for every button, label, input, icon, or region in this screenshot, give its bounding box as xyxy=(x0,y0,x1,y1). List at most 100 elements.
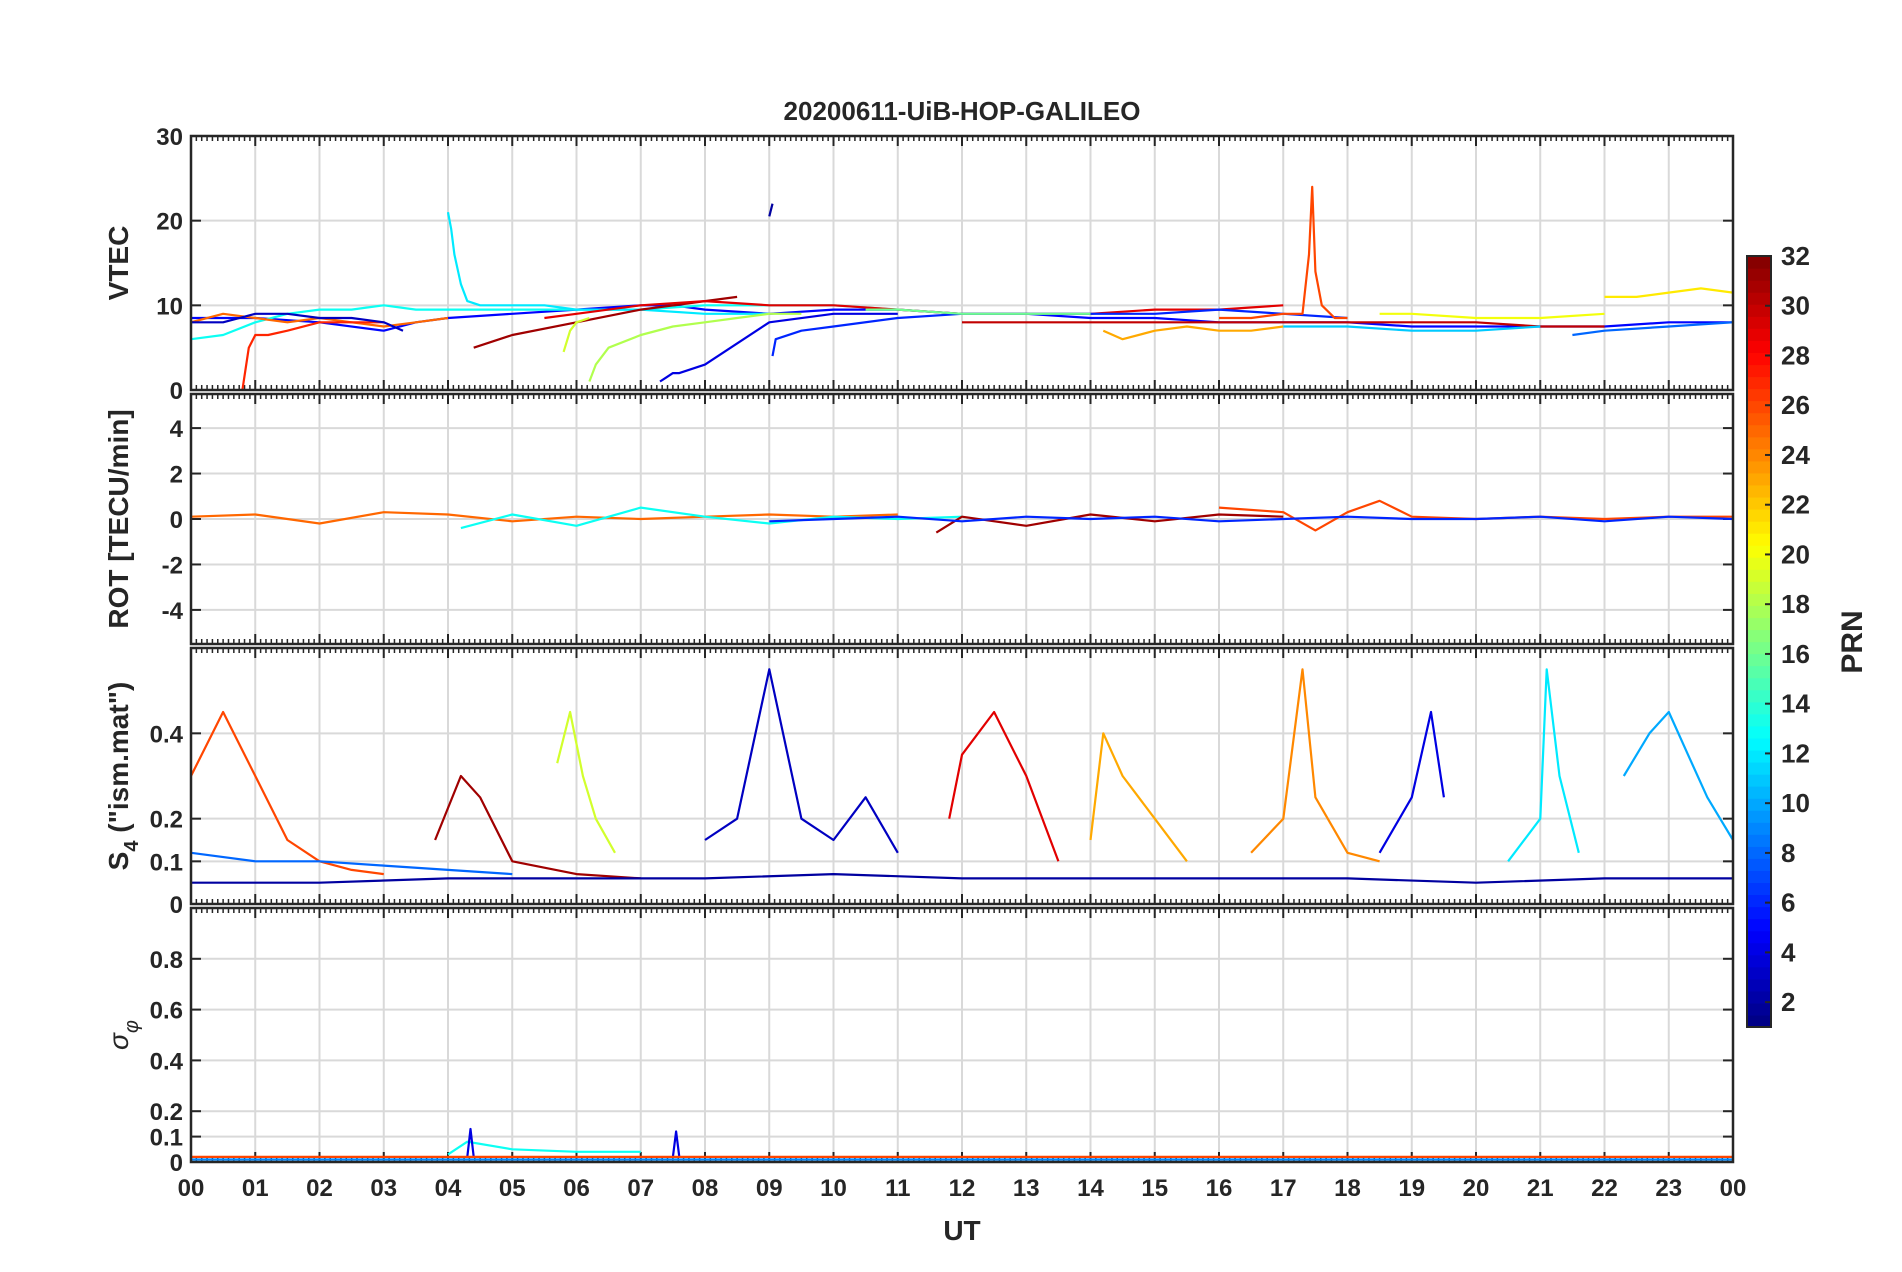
series-line-prn-27 xyxy=(241,321,384,390)
series-line-prn-11 xyxy=(1283,325,1541,332)
colorbar-swatch xyxy=(1747,942,1771,956)
colorbar-swatch xyxy=(1747,689,1771,703)
series-group xyxy=(191,185,1733,390)
colorbar-swatch xyxy=(1747,858,1771,871)
x-tick-label: 00 xyxy=(178,1175,205,1202)
series-line-prn-26 xyxy=(1219,185,1348,320)
colorbar-swatch xyxy=(1747,581,1771,594)
colorbar-swatch xyxy=(1747,918,1771,932)
colorbar-swatch xyxy=(1747,460,1771,474)
y-tick-label: 20 xyxy=(156,209,183,236)
y-tick-label: -2 xyxy=(162,552,183,579)
colorbar-tick-label: 12 xyxy=(1781,738,1810,768)
colorbar-swatch xyxy=(1747,653,1771,667)
colorbar-swatch xyxy=(1747,388,1771,402)
colorbar-swatch xyxy=(1747,484,1771,498)
x-tick-label: 23 xyxy=(1655,1175,1682,1202)
series-line-prn-13 xyxy=(191,304,898,341)
colorbar-swatch xyxy=(1747,472,1771,486)
y-tick-label: 0 xyxy=(170,1150,183,1177)
series-line-prn-20 xyxy=(1379,312,1605,320)
series-group xyxy=(191,1127,1733,1161)
colorbar-swatch xyxy=(1747,316,1771,329)
x-tick-label: 19 xyxy=(1398,1175,1425,1202)
x-tick-label: 00 xyxy=(1720,1175,1747,1202)
colorbar-tick-label: 28 xyxy=(1781,340,1810,370)
colorbar-swatch xyxy=(1747,256,1771,269)
axes-frame xyxy=(189,646,1735,906)
series-line-prn-31 xyxy=(434,774,641,880)
colorbar-swatch xyxy=(1747,822,1771,835)
x-tick-label: 20 xyxy=(1463,1175,1490,1202)
x-tick-label: 08 xyxy=(692,1175,719,1202)
x-axis-label: UT xyxy=(943,1215,980,1246)
series-line-prn-4 xyxy=(466,1127,475,1158)
y-tick-label: 0.8 xyxy=(150,947,183,974)
series-line-prn-26 xyxy=(1218,499,1733,532)
y-tick-label: 0 xyxy=(170,892,183,919)
colorbar-swatch xyxy=(1747,268,1771,281)
y-axis-label: S4 ("ism.mat") xyxy=(103,682,143,871)
colorbar-swatch xyxy=(1747,882,1771,896)
colorbar-swatch xyxy=(1747,762,1771,775)
colorbar-tick-label: 26 xyxy=(1781,390,1810,420)
y-axis-label-rest: ("ism.mat") xyxy=(103,682,134,841)
colorbar-swatch xyxy=(1747,545,1771,558)
series-line-prn-12 xyxy=(1507,668,1580,862)
colorbar-swatch xyxy=(1747,328,1771,341)
series-line-prn-23 xyxy=(1102,325,1284,341)
colorbar-swatch xyxy=(1747,713,1771,727)
colorbar-tick-label: 2 xyxy=(1781,987,1795,1017)
colorbar-tick-label: 20 xyxy=(1781,539,1810,569)
series-line-prn-24 xyxy=(1250,668,1380,863)
y-tick-label: -4 xyxy=(162,598,184,625)
axes-frame xyxy=(189,906,1735,1164)
series-line-prn-13 xyxy=(447,1140,641,1156)
colorbar-swatch xyxy=(1747,617,1771,631)
series-line-prn-26 xyxy=(191,710,384,876)
panel-vtec: 0 10 20 30 VTEC xyxy=(103,124,1735,405)
series-group xyxy=(191,499,1733,534)
colorbar-swatch xyxy=(1747,725,1771,739)
colorbar-swatch xyxy=(1747,1015,1771,1028)
panel-sigphi: 00.10.2 0.4 0.6 0.8 σφ xyxy=(103,906,1735,1177)
series-line-prn-16 xyxy=(865,308,1091,315)
y-tick-label: 0.1 xyxy=(150,849,183,876)
colorbar-swatch xyxy=(1747,774,1771,787)
colorbar-swatch xyxy=(1747,605,1771,619)
colorbar-swatch xyxy=(1747,641,1771,655)
x-tick-label: 12 xyxy=(949,1175,976,1202)
colorbar-swatch xyxy=(1747,376,1771,390)
series-line-prn-31 xyxy=(935,513,1284,534)
x-tick-label: 13 xyxy=(1013,1175,1040,1202)
series-line-prn-23 xyxy=(1089,732,1188,862)
chart-title: 20200611-UiB-HOP-GALILEO xyxy=(784,96,1141,126)
series-line-prn-4 xyxy=(671,1130,681,1158)
colorbar-swatch xyxy=(1747,701,1771,715)
series-line-prn-25 xyxy=(191,511,898,525)
colorbar-swatch xyxy=(1747,737,1771,751)
x-tick-labels: 00 01 02 03 04 05 06 07 08 09 10 11 12 13 14 15 16 17 18 19… xyxy=(178,1175,1747,1202)
colorbar-tick-label: 16 xyxy=(1781,639,1810,669)
colorbar-swatch xyxy=(1747,280,1771,293)
series-line-prn-3 xyxy=(191,312,404,332)
series-line-prn-19 xyxy=(556,710,616,854)
panel-s4: 0 0.1 0.2 0.4 S4 ("ism.mat") xyxy=(103,646,1735,919)
colorbar-tick-label: 32 xyxy=(1781,241,1810,271)
y-axis-label-main: σ xyxy=(103,1032,134,1050)
colorbar-swatch xyxy=(1747,930,1771,944)
colorbar-tick-label: 4 xyxy=(1781,937,1796,967)
y-tick-label: 10 xyxy=(156,293,183,320)
x-tick-label: 09 xyxy=(756,1175,783,1202)
colorbar-swatch xyxy=(1747,436,1771,450)
axes-frame xyxy=(189,134,1735,392)
colorbar-swatch xyxy=(1747,629,1771,643)
x-tick-label: 11 xyxy=(885,1175,910,1202)
x-tick-label: 04 xyxy=(435,1175,462,1202)
colorbar-swatch xyxy=(1747,786,1771,799)
axes-frame xyxy=(189,392,1735,646)
colorbar-swatch xyxy=(1747,569,1771,582)
x-tick-label: 17 xyxy=(1270,1175,1297,1202)
